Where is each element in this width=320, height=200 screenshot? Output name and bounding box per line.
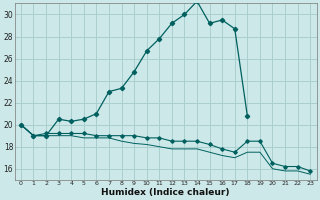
X-axis label: Humidex (Indice chaleur): Humidex (Indice chaleur)	[101, 188, 230, 197]
